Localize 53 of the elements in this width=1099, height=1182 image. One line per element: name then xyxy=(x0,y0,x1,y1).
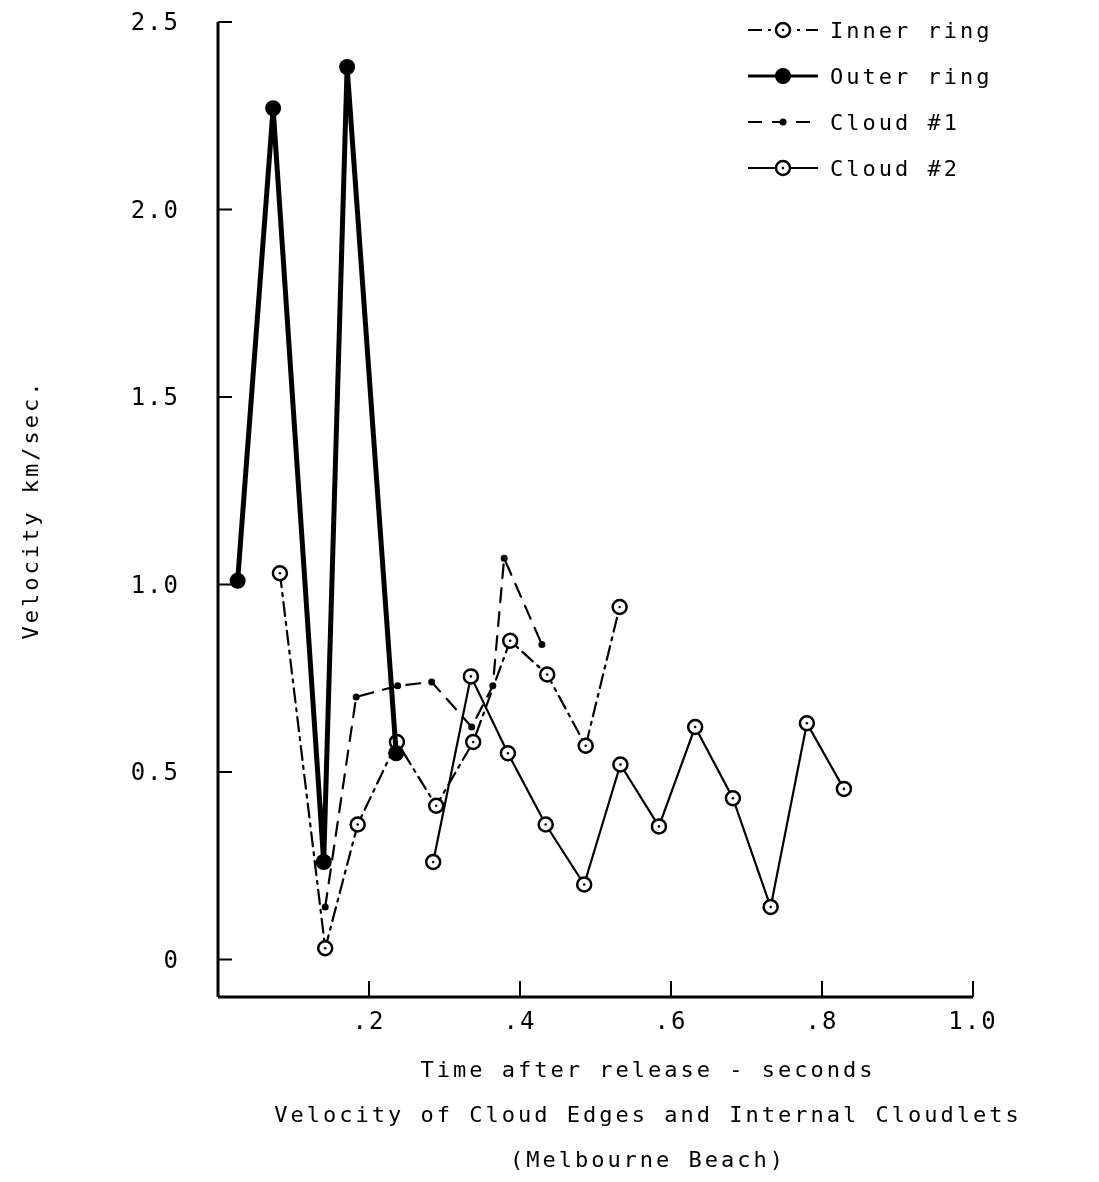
point xyxy=(271,565,289,582)
legend-label: Inner ring xyxy=(830,17,993,43)
point xyxy=(798,715,816,732)
point xyxy=(349,816,366,833)
point xyxy=(315,854,332,870)
point xyxy=(762,898,779,916)
point xyxy=(388,745,405,762)
point xyxy=(537,816,554,833)
point xyxy=(394,682,402,690)
point xyxy=(265,100,282,117)
point xyxy=(575,876,593,893)
point xyxy=(724,790,742,807)
y-axis-title: Velocity km/sec. xyxy=(18,379,43,640)
point xyxy=(612,756,629,773)
x-tick-label: .6 xyxy=(654,1007,688,1035)
text: (Melbourne Beach) xyxy=(509,1147,787,1172)
point xyxy=(611,598,628,616)
point xyxy=(321,903,329,911)
point xyxy=(229,572,246,589)
point xyxy=(489,682,497,690)
x-tick-label: .2 xyxy=(352,1007,386,1035)
point xyxy=(686,718,704,736)
y-tick-label: 1.0 xyxy=(130,570,180,599)
point xyxy=(464,733,482,751)
y-tick-label: 0 xyxy=(163,945,180,974)
point xyxy=(427,797,445,814)
point xyxy=(538,666,556,683)
legend-label: Outer ring xyxy=(830,63,993,89)
x-axis-title: Time after release - seconds xyxy=(420,1057,876,1082)
text: Velocity of Cloud Edges and Internal Cloudlets xyxy=(274,1102,1022,1127)
point xyxy=(500,554,508,562)
point xyxy=(468,723,476,731)
legend-label: Cloud #2 xyxy=(830,155,960,181)
x-tick-label: .4 xyxy=(503,1007,537,1035)
point xyxy=(462,668,480,685)
y-tick-label: 0.5 xyxy=(130,758,180,787)
y-tick-label: 2.5 xyxy=(130,8,180,37)
point xyxy=(577,737,594,754)
point xyxy=(316,940,334,957)
point xyxy=(428,678,436,686)
x-tick-label: 1.0 xyxy=(948,1007,998,1035)
y-tick-label: 2.0 xyxy=(130,195,180,224)
point xyxy=(650,818,668,835)
legend-label: Cloud #1 xyxy=(830,109,960,135)
point xyxy=(352,693,360,701)
point xyxy=(339,59,356,75)
point xyxy=(538,641,546,648)
point xyxy=(501,632,519,649)
point xyxy=(499,745,517,762)
point xyxy=(424,853,442,871)
point xyxy=(835,780,853,798)
x-tick-label: .8 xyxy=(805,1007,839,1035)
y-tick-label: 1.5 xyxy=(130,383,180,412)
